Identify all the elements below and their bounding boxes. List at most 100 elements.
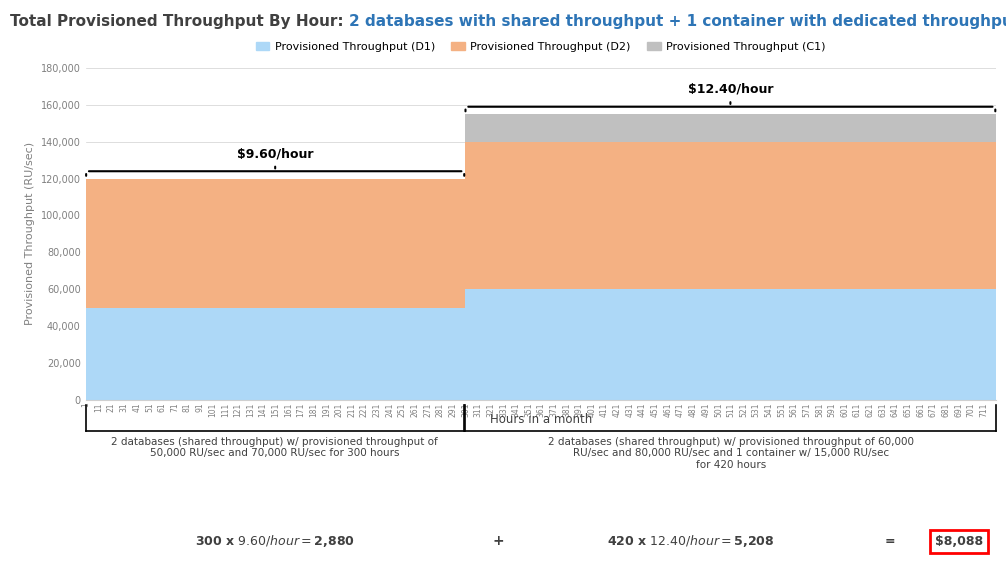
Bar — [780, 289, 781, 400]
Bar — [645, 142, 646, 289]
Bar — [495, 114, 497, 142]
Bar — [369, 179, 370, 308]
Bar — [720, 289, 721, 400]
Bar — [377, 179, 379, 308]
Bar — [834, 114, 835, 142]
Bar — [241, 308, 242, 400]
Bar — [838, 142, 839, 289]
Bar — [239, 308, 241, 400]
Bar — [699, 114, 700, 142]
Bar — [724, 142, 725, 289]
Bar — [604, 114, 606, 142]
Bar — [525, 289, 527, 400]
Bar — [754, 114, 756, 142]
Bar — [381, 179, 382, 308]
Bar — [158, 179, 159, 308]
Bar — [788, 142, 789, 289]
Bar — [469, 142, 470, 289]
Bar — [562, 142, 563, 289]
Bar — [248, 179, 249, 308]
Bar — [574, 289, 576, 400]
Bar — [775, 142, 776, 289]
Bar — [352, 308, 353, 400]
Bar — [888, 114, 889, 142]
Bar — [303, 308, 304, 400]
Bar — [675, 289, 676, 400]
Bar — [903, 114, 905, 142]
Bar — [990, 289, 991, 400]
Bar — [828, 289, 829, 400]
Bar — [463, 308, 464, 400]
Bar — [557, 289, 558, 400]
Bar — [408, 179, 409, 308]
Bar — [788, 114, 789, 142]
Bar — [709, 114, 710, 142]
Bar — [978, 289, 980, 400]
Bar — [596, 142, 597, 289]
Bar — [986, 289, 987, 400]
Bar — [745, 142, 746, 289]
Bar — [564, 114, 566, 142]
Bar — [663, 114, 665, 142]
Text: 420 x $12.40/hour = $5,208: 420 x $12.40/hour = $5,208 — [607, 534, 775, 549]
Bar — [867, 114, 868, 142]
Bar — [613, 114, 614, 142]
Bar — [281, 179, 282, 308]
Bar — [726, 114, 728, 142]
Bar — [842, 289, 843, 400]
Bar — [581, 114, 582, 142]
Bar — [527, 114, 528, 142]
Bar — [817, 114, 818, 142]
Bar — [710, 142, 711, 289]
Bar — [468, 289, 469, 400]
Bar — [596, 114, 597, 142]
Bar — [855, 289, 857, 400]
Bar — [736, 289, 738, 400]
Bar — [563, 142, 564, 289]
Bar — [455, 179, 456, 308]
Bar — [572, 289, 573, 400]
Bar — [903, 142, 905, 289]
Bar — [894, 114, 896, 142]
Bar — [547, 114, 548, 142]
Bar — [375, 179, 376, 308]
Bar — [980, 142, 981, 289]
Bar — [126, 179, 127, 308]
Bar — [761, 114, 762, 142]
Bar — [705, 142, 706, 289]
Bar — [866, 114, 867, 142]
Bar — [767, 142, 769, 289]
Bar — [725, 114, 726, 142]
Bar — [542, 114, 543, 142]
Text: 2 databases (shared throughput) w/ provisioned throughput of 60,000
RU/sec and 8: 2 databases (shared throughput) w/ provi… — [547, 437, 913, 470]
Bar — [416, 308, 418, 400]
Bar — [624, 142, 626, 289]
Bar — [490, 142, 491, 289]
Bar — [304, 179, 306, 308]
Bar — [95, 179, 96, 308]
Bar — [988, 289, 990, 400]
Bar — [306, 179, 307, 308]
Bar — [882, 114, 883, 142]
Bar — [365, 308, 366, 400]
Bar — [842, 142, 843, 289]
Bar — [751, 289, 753, 400]
Bar — [921, 114, 923, 142]
Bar — [532, 289, 533, 400]
Bar — [646, 289, 647, 400]
Bar — [429, 179, 430, 308]
Bar — [606, 114, 607, 142]
Bar — [795, 142, 796, 289]
Bar — [730, 114, 731, 142]
Bar — [990, 114, 991, 142]
Bar — [188, 179, 189, 308]
Bar — [966, 289, 967, 400]
Bar — [948, 289, 949, 400]
Bar — [933, 142, 934, 289]
Bar — [148, 179, 149, 308]
Bar — [670, 114, 671, 142]
Bar — [538, 114, 539, 142]
Bar — [810, 114, 811, 142]
Bar — [283, 179, 284, 308]
Bar — [504, 289, 505, 400]
